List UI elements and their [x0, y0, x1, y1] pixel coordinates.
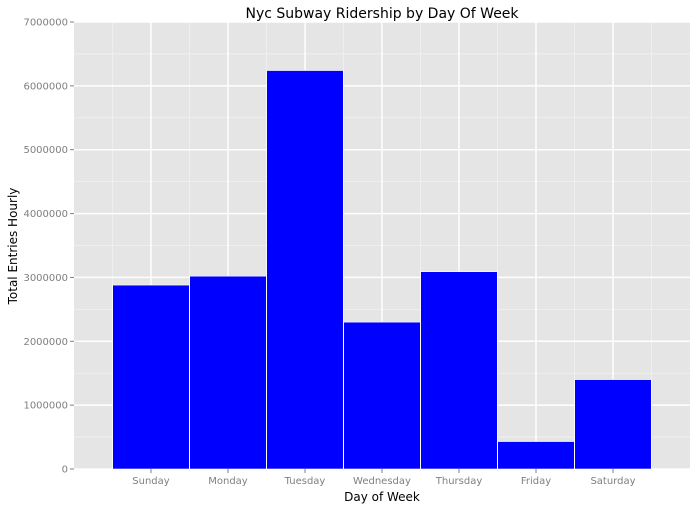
x-tick-label: Tuesday	[284, 476, 326, 487]
x-axis-ticks: Sunday Monday Tuesday Wednesday Thursday Frid…	[132, 469, 636, 487]
y-tick-label: 2000000	[23, 337, 68, 348]
x-tick-label: Monday	[208, 476, 248, 487]
bar-thursday	[420, 271, 498, 470]
x-axis-title: Day of Week	[344, 490, 420, 504]
x-tick-label: Thursday	[435, 476, 483, 487]
bar-wednesday	[343, 321, 421, 470]
x-tick-label: Wednesday	[353, 476, 411, 487]
y-tick-label: 7000000	[23, 18, 68, 29]
y-tick-label: 1000000	[23, 401, 68, 412]
bar-monday	[189, 275, 267, 470]
chart-title: Nyc Subway Ridership by Day Of Week	[245, 6, 519, 22]
y-tick-label: 3000000	[23, 273, 68, 284]
bar-sunday	[112, 284, 190, 470]
y-axis-title: Total Entries Hourly	[6, 188, 20, 306]
y-axis-ticks: 0 1000000 2000000 3000000 4000000 5000000 6000…	[23, 18, 74, 476]
bar-tuesday	[266, 70, 344, 470]
y-tick-label: 5000000	[23, 145, 68, 156]
x-tick-label: Saturday	[590, 476, 635, 487]
y-tick-label: 4000000	[23, 209, 68, 220]
x-tick-label: Sunday	[132, 476, 169, 487]
bars	[112, 70, 652, 470]
y-tick-label: 0	[62, 465, 68, 476]
bar-friday	[497, 441, 575, 470]
x-tick-label: Friday	[521, 476, 551, 487]
y-tick-label: 6000000	[23, 81, 68, 92]
bar-saturday	[574, 379, 652, 470]
